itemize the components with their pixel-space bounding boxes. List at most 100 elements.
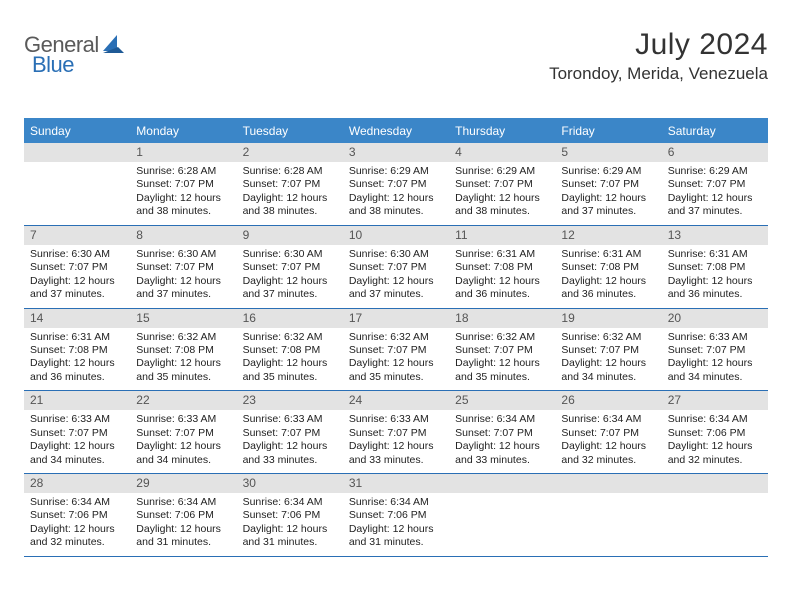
day-info-line: and 37 minutes.	[349, 288, 443, 301]
day-number-cell: 23	[237, 391, 343, 410]
day-info-line: Daylight: 12 hours	[668, 357, 762, 370]
day-info-line: Sunset: 7:07 PM	[668, 344, 762, 357]
day-number-cell: 24	[343, 391, 449, 410]
day-number-cell: 7	[24, 226, 130, 245]
day-info-line: Sunrise: 6:31 AM	[30, 331, 124, 344]
day-body-cell: Sunrise: 6:33 AMSunset: 7:07 PMDaylight:…	[237, 410, 343, 473]
brand-word-2-wrap: Blue	[32, 52, 74, 78]
day-body-cell	[555, 493, 661, 556]
day-info-line: Daylight: 12 hours	[455, 440, 549, 453]
day-info-line: and 34 minutes.	[668, 371, 762, 384]
day-body-cell: Sunrise: 6:33 AMSunset: 7:07 PMDaylight:…	[662, 328, 768, 391]
day-info-line: and 37 minutes.	[668, 205, 762, 218]
day-info-line: Sunset: 7:07 PM	[136, 178, 230, 191]
day-info-line: and 34 minutes.	[561, 371, 655, 384]
day-number-cell: 15	[130, 309, 236, 328]
day-info-line: Daylight: 12 hours	[136, 523, 230, 536]
day-info-line: Sunset: 7:07 PM	[561, 178, 655, 191]
day-body-cell: Sunrise: 6:32 AMSunset: 7:07 PMDaylight:…	[555, 328, 661, 391]
calendar-week-row: 28293031Sunrise: 6:34 AMSunset: 7:06 PMD…	[24, 474, 768, 557]
day-info-line: Sunrise: 6:34 AM	[243, 496, 337, 509]
day-number-cell: 11	[449, 226, 555, 245]
day-body-cell	[449, 493, 555, 556]
day-number-cell: 13	[662, 226, 768, 245]
day-info-line: Daylight: 12 hours	[243, 275, 337, 288]
day-info-line: Daylight: 12 hours	[136, 440, 230, 453]
day-body-cell: Sunrise: 6:32 AMSunset: 7:07 PMDaylight:…	[449, 328, 555, 391]
day-info-line: Sunset: 7:08 PM	[243, 344, 337, 357]
day-info-line: and 33 minutes.	[243, 454, 337, 467]
day-number-cell: 19	[555, 309, 661, 328]
day-info-line: Sunrise: 6:32 AM	[243, 331, 337, 344]
day-info-line: Sunrise: 6:32 AM	[455, 331, 549, 344]
day-body-cell: Sunrise: 6:29 AMSunset: 7:07 PMDaylight:…	[449, 162, 555, 225]
day-info-line: and 34 minutes.	[136, 454, 230, 467]
day-info-line: Sunset: 7:07 PM	[561, 344, 655, 357]
day-info-line: Daylight: 12 hours	[30, 523, 124, 536]
day-body-cell: Sunrise: 6:34 AMSunset: 7:06 PMDaylight:…	[343, 493, 449, 556]
day-info-line: Sunset: 7:08 PM	[455, 261, 549, 274]
day-info-line: Sunrise: 6:30 AM	[349, 248, 443, 261]
day-number-cell: 10	[343, 226, 449, 245]
day-info-line: Sunset: 7:07 PM	[561, 427, 655, 440]
day-info-line: Sunset: 7:08 PM	[30, 344, 124, 357]
day-info-line: Sunrise: 6:34 AM	[561, 413, 655, 426]
day-info-line: Sunset: 7:07 PM	[455, 344, 549, 357]
day-number-cell: 18	[449, 309, 555, 328]
day-body-cell: Sunrise: 6:33 AMSunset: 7:07 PMDaylight:…	[130, 410, 236, 473]
day-body-cell: Sunrise: 6:31 AMSunset: 7:08 PMDaylight:…	[449, 245, 555, 308]
day-info-line: Sunrise: 6:30 AM	[136, 248, 230, 261]
day-number-cell	[24, 143, 130, 162]
weekday-header-cell: Saturday	[662, 120, 768, 143]
day-info-line: and 33 minutes.	[455, 454, 549, 467]
day-info-line: Sunset: 7:07 PM	[349, 344, 443, 357]
day-number-cell: 25	[449, 391, 555, 410]
day-number-cell: 12	[555, 226, 661, 245]
day-info-line: Daylight: 12 hours	[136, 275, 230, 288]
day-body-cell: Sunrise: 6:34 AMSunset: 7:06 PMDaylight:…	[662, 410, 768, 473]
day-info-line: Sunset: 7:07 PM	[243, 427, 337, 440]
day-number-cell: 4	[449, 143, 555, 162]
day-body-cell: Sunrise: 6:34 AMSunset: 7:07 PMDaylight:…	[555, 410, 661, 473]
day-info-line: Sunset: 7:07 PM	[136, 261, 230, 274]
day-body-cell: Sunrise: 6:33 AMSunset: 7:07 PMDaylight:…	[24, 410, 130, 473]
day-info-line: Daylight: 12 hours	[243, 192, 337, 205]
day-info-line: Daylight: 12 hours	[136, 357, 230, 370]
day-info-line: Sunrise: 6:34 AM	[349, 496, 443, 509]
day-info-line: and 32 minutes.	[668, 454, 762, 467]
day-info-line: Sunrise: 6:33 AM	[30, 413, 124, 426]
day-info-line: Daylight: 12 hours	[243, 440, 337, 453]
day-info-line: and 31 minutes.	[243, 536, 337, 549]
day-number-cell: 16	[237, 309, 343, 328]
day-number-cell	[662, 474, 768, 493]
day-info-line: Sunset: 7:07 PM	[455, 178, 549, 191]
day-body-cell: Sunrise: 6:29 AMSunset: 7:07 PMDaylight:…	[343, 162, 449, 225]
day-number-cell: 22	[130, 391, 236, 410]
day-info-line: Sunset: 7:06 PM	[349, 509, 443, 522]
day-number-cell: 31	[343, 474, 449, 493]
day-info-line: Daylight: 12 hours	[30, 275, 124, 288]
day-number-cell: 20	[662, 309, 768, 328]
day-info-line: Sunset: 7:07 PM	[349, 261, 443, 274]
day-info-line: Daylight: 12 hours	[30, 440, 124, 453]
day-info-line: Sunset: 7:07 PM	[455, 427, 549, 440]
day-info-line: Sunrise: 6:30 AM	[30, 248, 124, 261]
day-info-line: and 35 minutes.	[349, 371, 443, 384]
weekday-header-row: SundayMondayTuesdayWednesdayThursdayFrid…	[24, 120, 768, 143]
day-body-cell: Sunrise: 6:30 AMSunset: 7:07 PMDaylight:…	[343, 245, 449, 308]
day-number-cell: 30	[237, 474, 343, 493]
day-info-line: Sunset: 7:07 PM	[349, 427, 443, 440]
day-info-line: Sunrise: 6:34 AM	[455, 413, 549, 426]
day-info-line: and 36 minutes.	[455, 288, 549, 301]
day-info-line: and 34 minutes.	[30, 454, 124, 467]
calendar-weeks: 123456Sunrise: 6:28 AMSunset: 7:07 PMDay…	[24, 143, 768, 557]
day-body-cell: Sunrise: 6:34 AMSunset: 7:07 PMDaylight:…	[449, 410, 555, 473]
day-info-line: and 37 minutes.	[136, 288, 230, 301]
day-info-line: Sunset: 7:07 PM	[30, 261, 124, 274]
day-info-line: Sunset: 7:06 PM	[668, 427, 762, 440]
day-info-line: and 37 minutes.	[561, 205, 655, 218]
day-body-cell: Sunrise: 6:33 AMSunset: 7:07 PMDaylight:…	[343, 410, 449, 473]
day-body-cell: Sunrise: 6:30 AMSunset: 7:07 PMDaylight:…	[130, 245, 236, 308]
day-info-line: Daylight: 12 hours	[349, 440, 443, 453]
day-info-line: Sunrise: 6:33 AM	[668, 331, 762, 344]
